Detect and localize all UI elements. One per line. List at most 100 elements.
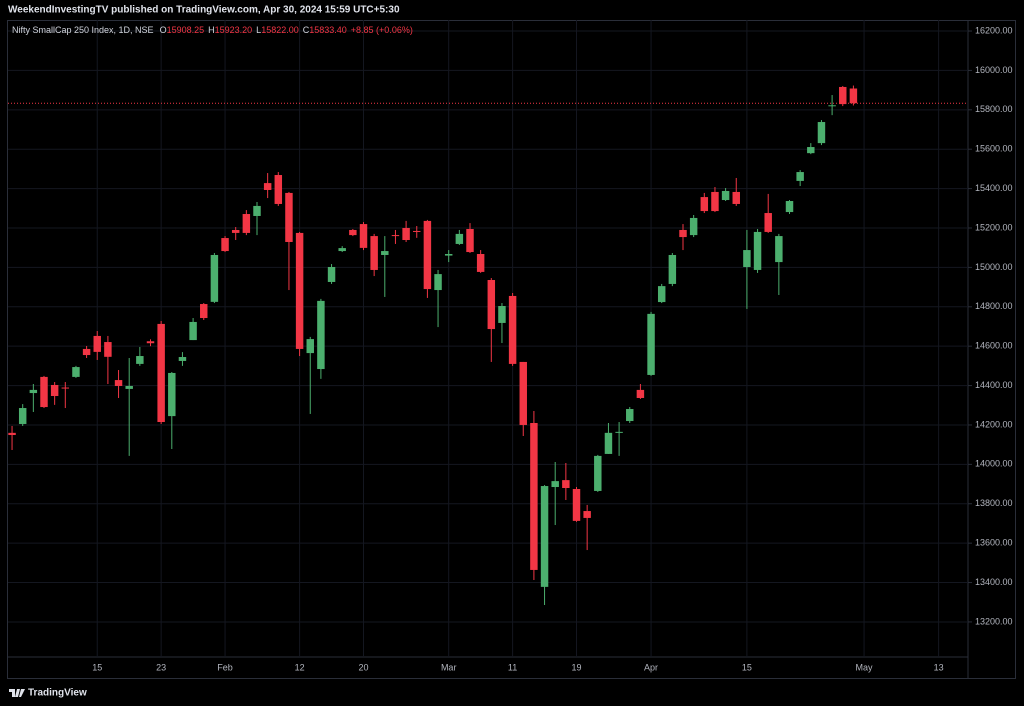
x-tick-label: Apr xyxy=(644,662,658,672)
y-tick-label: 13600.00 xyxy=(975,538,1013,548)
candle-body xyxy=(306,339,314,354)
brand-logo xyxy=(9,689,25,697)
candle-body xyxy=(732,191,740,204)
y-tick-label: 15800.00 xyxy=(975,104,1013,114)
candle-body xyxy=(540,486,549,587)
candle-body xyxy=(327,267,336,282)
candle-body xyxy=(402,228,410,241)
candle-body xyxy=(274,175,283,204)
candle-body xyxy=(604,432,613,454)
candle-body xyxy=(487,280,496,330)
candle-body xyxy=(61,387,70,389)
y-tick-label: 14000.00 xyxy=(975,459,1013,469)
candle-body xyxy=(93,335,101,352)
x-tick-label: 15 xyxy=(742,662,752,672)
grid xyxy=(8,20,968,657)
candle-body xyxy=(711,191,719,212)
candle-body xyxy=(668,254,677,284)
x-tick-label: May xyxy=(856,662,874,672)
candle-body xyxy=(423,220,432,290)
candle-body xyxy=(72,367,80,377)
legend-change: +8.85 (+0.06%) xyxy=(351,25,413,35)
candle-body xyxy=(157,323,165,423)
candle-body xyxy=(721,190,730,201)
candle-body xyxy=(455,233,464,244)
candle-body xyxy=(615,431,623,433)
y-tick-label: 15400.00 xyxy=(975,183,1013,193)
candle-body xyxy=(519,361,527,425)
legend-value: 15923.20 xyxy=(215,25,253,35)
candle-body xyxy=(338,248,346,252)
candle-body xyxy=(530,423,538,570)
frame xyxy=(7,20,1016,679)
legend-key: C xyxy=(303,25,310,35)
candle-body xyxy=(125,385,133,389)
y-tick-label: 13200.00 xyxy=(975,616,1013,626)
legend-key: L xyxy=(256,25,261,35)
candle-body xyxy=(647,313,655,375)
candle-body xyxy=(231,229,240,233)
candle-body xyxy=(562,480,570,488)
x-tick-label: 15 xyxy=(92,662,102,672)
y-tick-label: 13400.00 xyxy=(975,577,1013,587)
y-tick-label: 15600.00 xyxy=(975,144,1013,154)
header: WeekendInvestingTV published on TradingV… xyxy=(8,5,400,16)
candle-body xyxy=(636,389,645,398)
x-tick-label: 19 xyxy=(571,662,581,672)
candle-body xyxy=(18,408,27,424)
candle-body xyxy=(828,105,836,107)
candle-body xyxy=(508,295,517,364)
candle-body xyxy=(594,455,602,491)
x-tick-label: 11 xyxy=(508,662,517,672)
brand: TradingView xyxy=(9,688,87,699)
candle-body xyxy=(210,254,219,302)
legend-value: 15908.25 xyxy=(167,25,205,35)
y-tick-label: 14800.00 xyxy=(975,301,1013,311)
candle-body xyxy=(796,172,804,181)
candle-body xyxy=(849,88,858,104)
candle-body xyxy=(551,481,559,488)
candle-body xyxy=(82,348,91,356)
candle-body xyxy=(189,321,197,341)
y-tick-label: 14600.00 xyxy=(975,341,1013,351)
candle-body xyxy=(253,205,261,216)
candle-body xyxy=(466,228,474,253)
legend-value: 15833.40 xyxy=(309,25,347,35)
x-tick-label: 12 xyxy=(295,662,305,672)
candle-body xyxy=(370,236,378,270)
candle-body xyxy=(168,372,176,417)
candle-body xyxy=(114,380,123,386)
candle-body xyxy=(8,432,16,436)
legend-key: O xyxy=(160,25,167,35)
candle-body xyxy=(349,229,357,236)
candle-body xyxy=(29,389,38,394)
candle-body xyxy=(476,254,485,272)
candle-body xyxy=(178,357,187,361)
candle-body xyxy=(391,235,400,237)
candle-body xyxy=(583,511,591,518)
legend-value: 15822.00 xyxy=(261,25,299,35)
candle-body xyxy=(839,86,847,105)
candle-body xyxy=(285,192,293,242)
candle-body xyxy=(785,201,794,213)
candle-body xyxy=(753,231,762,270)
candle-body xyxy=(295,232,304,349)
candle-body xyxy=(104,342,112,357)
x-tick-label: 20 xyxy=(358,662,368,672)
y-tick-label: 14400.00 xyxy=(975,380,1013,390)
candle-body xyxy=(764,213,772,232)
candle-body xyxy=(807,147,815,154)
candle-body xyxy=(50,384,59,397)
y-tick-label: 15000.00 xyxy=(975,262,1013,272)
candle-body xyxy=(434,274,442,291)
candle-body xyxy=(689,217,698,236)
x-tick-label: 23 xyxy=(156,662,166,672)
y-tick-label: 15200.00 xyxy=(975,222,1013,232)
candle-body xyxy=(498,306,506,323)
candle-body xyxy=(657,286,666,303)
x-tick-label: 13 xyxy=(934,662,944,672)
candle-body xyxy=(242,214,251,233)
candle-body xyxy=(200,304,208,319)
legend-key: H xyxy=(208,25,215,35)
candle-body xyxy=(381,251,389,255)
